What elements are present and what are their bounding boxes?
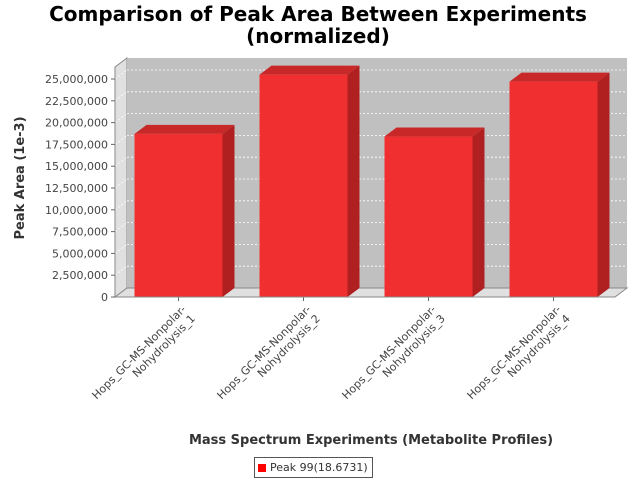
- bar-side: [222, 124, 235, 297]
- y-tick-label: 12,500,000: [45, 182, 108, 195]
- y-tick-label: 2,500,000: [52, 269, 108, 282]
- x-tick-label-line: Hops_GC-MS-Nonpolar-: [340, 303, 439, 402]
- bar: [509, 81, 598, 297]
- x-axis: Hops_GC-MS-Nonpolar-Nohydrolysis_1 Hops_G…: [90, 296, 615, 402]
- y-tick-label: 15,000,000: [45, 160, 108, 173]
- bar-top: [384, 127, 485, 137]
- y-tick-label: 5,000,000: [52, 247, 108, 260]
- gridline: [114, 135, 128, 145]
- bar: [384, 136, 473, 297]
- chart-title-line-2: (normalized): [246, 24, 390, 48]
- bar-top: [259, 65, 360, 75]
- x-tick-label-line: Hops_GC-MS-Nonpolar-: [90, 303, 189, 402]
- gridline: [114, 222, 128, 232]
- y-tick-label: 0: [101, 291, 108, 304]
- x-axis-label: Mass Spectrum Experiments (Metabolite Pr…: [189, 433, 553, 448]
- gridline: [114, 156, 128, 167]
- bar-top: [509, 72, 610, 82]
- y-tick-label: 20,000,000: [45, 117, 108, 130]
- bar-side: [347, 65, 360, 297]
- y-tick-label: 22,500,000: [45, 95, 108, 108]
- legend-label: Peak 99(18.6731): [270, 461, 368, 474]
- x-tick-label-line: Hops_GC-MS-Nonpolar-: [215, 303, 314, 402]
- gridline: [114, 200, 128, 211]
- gridline: [114, 113, 128, 123]
- chart-title-line-1: Comparison of Peak Area Between Experime…: [49, 2, 587, 26]
- y-tick-label: 25,000,000: [45, 73, 108, 86]
- y-axis-label: Peak Area (1e-3): [13, 116, 28, 239]
- bar-side: [472, 127, 485, 297]
- bar-top: [134, 124, 235, 134]
- legend: Peak 99(18.6731): [254, 457, 373, 478]
- bar: [259, 74, 348, 297]
- y-tick-label: 17,500,000: [45, 138, 108, 151]
- gridline: [114, 178, 128, 189]
- plot-background: [127, 58, 627, 288]
- y-tick-label: 7,500,000: [52, 226, 108, 239]
- gridline: [114, 244, 128, 254]
- y-axis: 0 2,500,000 5,000,000 7,500,000 10,000,000 12…: [45, 67, 116, 304]
- x-tick-label: Hops_GC-MS-Nonpolar-Nohydrolysis_2: [215, 303, 323, 402]
- legend-swatch: [258, 463, 266, 472]
- gridline: [114, 69, 128, 80]
- bar: [134, 133, 223, 297]
- plot-wall: [114, 57, 128, 298]
- x-tick-label: Hops_GC-MS-Nonpolar-Nohydrolysis_3: [340, 303, 448, 402]
- x-tick-label: Hops_GC-MS-Nonpolar-Nohydrolysis_4: [465, 303, 573, 402]
- gridline: [114, 91, 128, 102]
- y-tick-label: 10,000,000: [45, 204, 108, 217]
- x-tick-label: Hops_GC-MS-Nonpolar-Nohydrolysis_1: [90, 303, 198, 402]
- bar-side: [597, 72, 610, 297]
- bars: [134, 65, 610, 297]
- x-tick-label-line: Hops_GC-MS-Nonpolar-: [465, 303, 564, 402]
- gridline: [114, 265, 128, 276]
